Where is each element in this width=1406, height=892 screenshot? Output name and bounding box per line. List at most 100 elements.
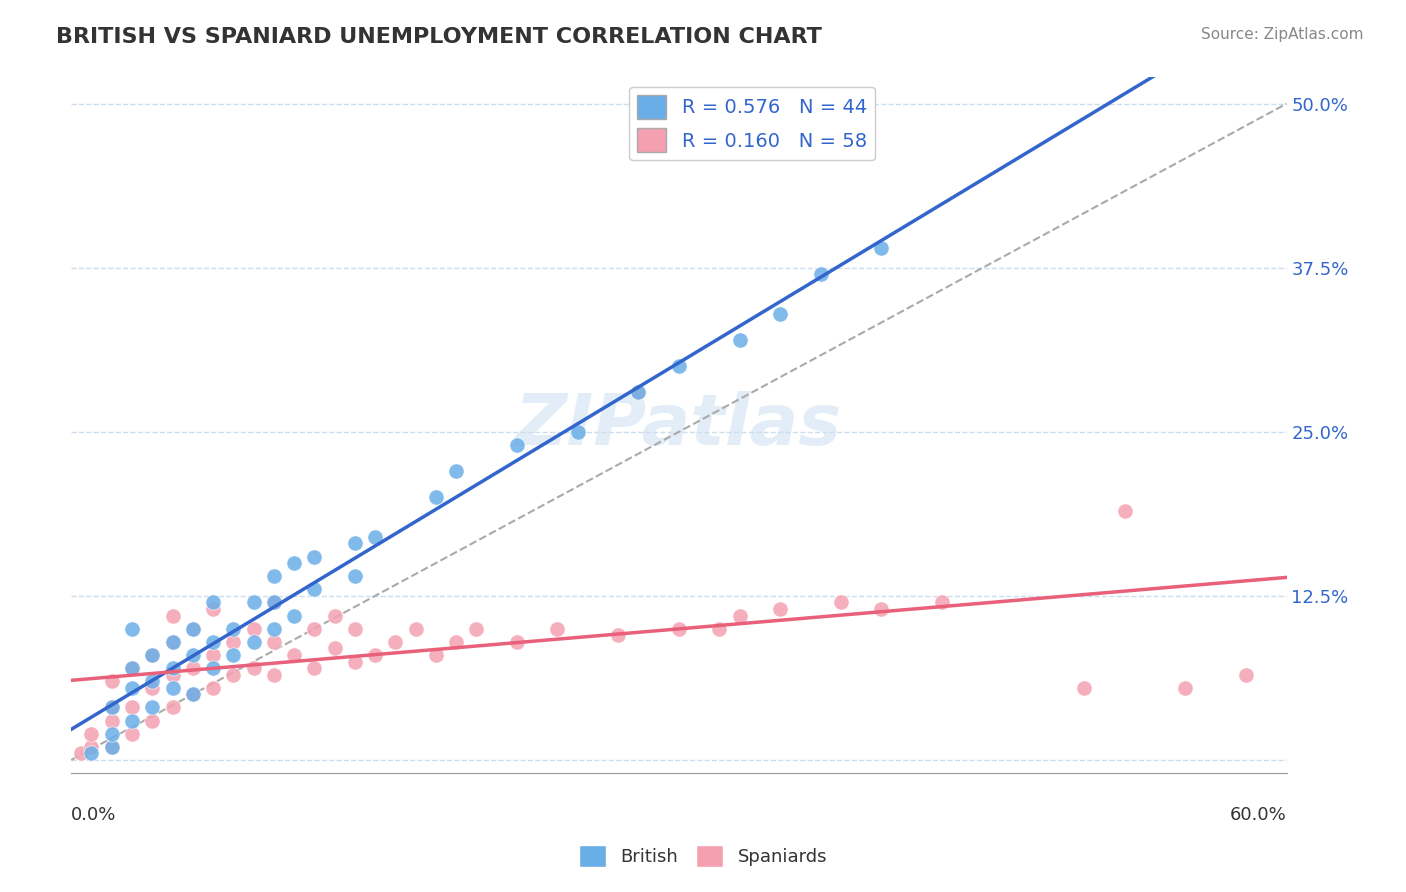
Point [100, 674, 122, 689]
Point [162, 661, 184, 675]
Point [100, 714, 122, 728]
Point [425, 491, 447, 505]
Point [1234, 667, 1257, 681]
Point [100, 727, 122, 741]
Point [202, 681, 225, 695]
Point [162, 681, 184, 695]
Point [263, 595, 285, 609]
Point [425, 648, 447, 662]
Point [607, 628, 630, 642]
Point [202, 602, 225, 616]
Point [364, 530, 387, 544]
Point [202, 635, 225, 649]
Point [304, 661, 326, 675]
Point [141, 700, 163, 714]
Point [465, 622, 488, 636]
Point [100, 739, 122, 754]
Point [242, 661, 264, 675]
Point [870, 602, 893, 616]
Point [242, 635, 264, 649]
Point [141, 648, 163, 662]
Point [121, 661, 143, 675]
Point [162, 700, 184, 714]
Point [121, 714, 143, 728]
Point [870, 241, 893, 255]
Point [141, 648, 163, 662]
Point [769, 307, 792, 321]
Point [181, 661, 204, 675]
Point [728, 608, 751, 623]
Point [162, 635, 184, 649]
Point [405, 622, 427, 636]
Point [100, 700, 122, 714]
Point [162, 608, 184, 623]
Legend: British, Spaniards: British, Spaniards [572, 838, 834, 874]
Point [263, 595, 285, 609]
Point [263, 569, 285, 583]
Point [627, 385, 650, 400]
Point [162, 635, 184, 649]
Point [343, 622, 366, 636]
Point [202, 595, 225, 609]
Point [242, 622, 264, 636]
Point [181, 687, 204, 701]
Point [364, 648, 387, 662]
Point [304, 582, 326, 597]
Point [830, 595, 852, 609]
Point [242, 595, 264, 609]
Point [304, 549, 326, 564]
Point [141, 681, 163, 695]
Point [444, 635, 467, 649]
Point [121, 661, 143, 675]
Point [222, 622, 245, 636]
Point [162, 667, 184, 681]
Point [810, 268, 832, 282]
Point [283, 608, 305, 623]
Point [1073, 681, 1095, 695]
Point [1174, 681, 1197, 695]
Point [444, 464, 467, 478]
Point [141, 674, 163, 689]
Point [222, 667, 245, 681]
Point [202, 648, 225, 662]
Point [263, 622, 285, 636]
Point [100, 700, 122, 714]
Point [343, 655, 366, 669]
Point [100, 739, 122, 754]
Point [668, 622, 690, 636]
Point [263, 667, 285, 681]
Point [728, 333, 751, 347]
Point [709, 622, 731, 636]
Legend: R = 0.576   N = 44, R = 0.160   N = 58: R = 0.576 N = 44, R = 0.160 N = 58 [628, 87, 875, 160]
Point [181, 622, 204, 636]
Point [222, 648, 245, 662]
Text: Source: ZipAtlas.com: Source: ZipAtlas.com [1201, 27, 1364, 42]
Point [141, 714, 163, 728]
Point [121, 622, 143, 636]
Point [80, 727, 103, 741]
Point [931, 595, 953, 609]
Point [343, 536, 366, 550]
Point [121, 727, 143, 741]
Point [80, 747, 103, 761]
Point [627, 385, 650, 400]
Text: ZIPatlas: ZIPatlas [515, 391, 842, 459]
Point [384, 635, 406, 649]
Point [181, 622, 204, 636]
Text: 60.0%: 60.0% [1230, 805, 1286, 824]
Point [202, 661, 225, 675]
Point [283, 556, 305, 570]
Point [80, 739, 103, 754]
Text: 0.0%: 0.0% [72, 805, 117, 824]
Point [769, 602, 792, 616]
Point [121, 700, 143, 714]
Point [1114, 503, 1136, 517]
Point [506, 438, 529, 452]
Point [263, 635, 285, 649]
Point [283, 648, 305, 662]
Point [668, 359, 690, 374]
Point [343, 569, 366, 583]
Point [181, 687, 204, 701]
Text: BRITISH VS SPANIARD UNEMPLOYMENT CORRELATION CHART: BRITISH VS SPANIARD UNEMPLOYMENT CORRELA… [56, 27, 823, 46]
Point [567, 425, 589, 439]
